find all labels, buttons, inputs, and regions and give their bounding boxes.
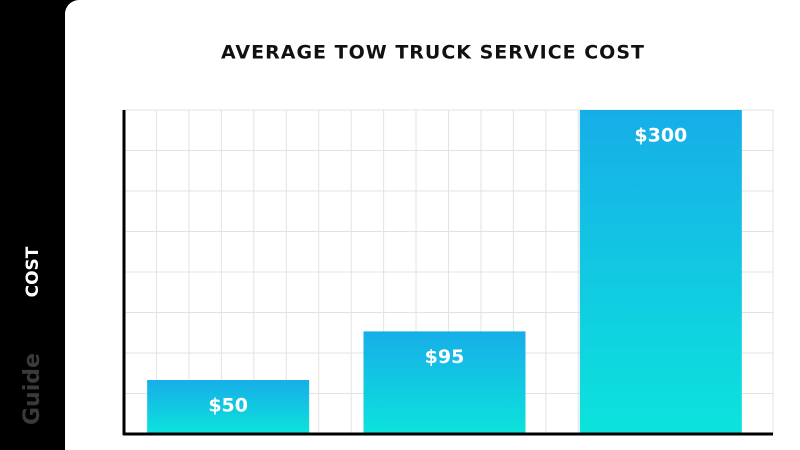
y-axis-label: COST (23, 246, 43, 297)
value-label: $300 (634, 125, 687, 147)
value-label: $95 (425, 346, 465, 368)
watermark: Guide (20, 353, 45, 425)
bars: $50 $95 $300 (147, 110, 742, 434)
bar (147, 380, 310, 434)
value-label: $50 (208, 395, 248, 417)
chart-title: AVERAGE TOW TRUCK SERVICE COST (221, 42, 645, 64)
bar (579, 110, 742, 434)
bar (363, 331, 526, 434)
